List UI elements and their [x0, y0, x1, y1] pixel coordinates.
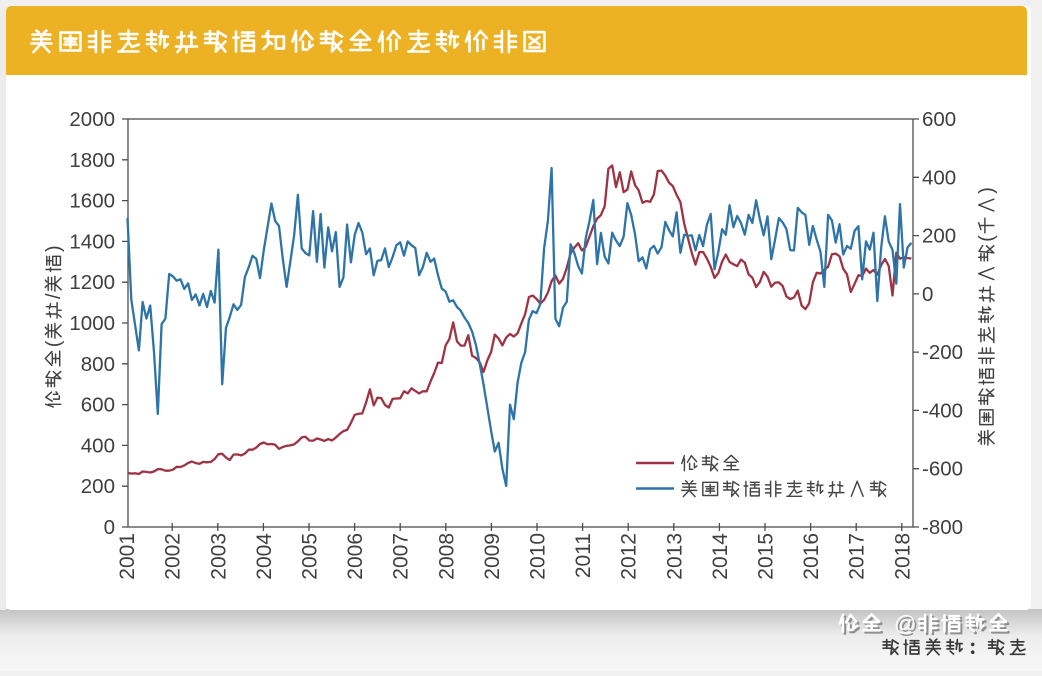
svg-text:2013: 2013	[663, 533, 686, 580]
svg-text:@: @	[894, 611, 916, 636]
svg-text:(: (	[43, 340, 65, 347]
svg-text:2010: 2010	[527, 533, 550, 580]
svg-text:2012: 2012	[618, 533, 641, 580]
svg-text:2008: 2008	[435, 533, 458, 580]
svg-text:800: 800	[81, 353, 115, 376]
svg-text:-800: -800	[922, 516, 963, 539]
svg-text:2005: 2005	[299, 533, 322, 580]
svg-text:600: 600	[922, 108, 956, 131]
svg-text:2009: 2009	[481, 533, 504, 580]
svg-text:1400: 1400	[69, 230, 115, 253]
svg-text:1800: 1800	[69, 149, 115, 172]
svg-text:): )	[43, 245, 65, 252]
svg-text:1000: 1000	[69, 312, 115, 335]
svg-text:(: (	[976, 235, 998, 242]
svg-text:-200: -200	[922, 341, 963, 364]
svg-text:2017: 2017	[846, 533, 869, 580]
svg-text:2018: 2018	[891, 533, 914, 580]
svg-text:2003: 2003	[207, 533, 230, 580]
svg-text:400: 400	[81, 434, 115, 457]
svg-text:2000: 2000	[69, 108, 115, 131]
svg-text:1600: 1600	[69, 190, 115, 213]
svg-text:200: 200	[81, 475, 115, 498]
svg-text:): )	[976, 187, 998, 194]
svg-text:2014: 2014	[709, 533, 732, 580]
svg-text:2001: 2001	[116, 533, 139, 580]
svg-text:-400: -400	[922, 399, 963, 422]
svg-text:2016: 2016	[800, 533, 823, 580]
svg-text:2006: 2006	[344, 533, 367, 580]
svg-text:@: @	[896, 613, 918, 638]
svg-text:-600: -600	[922, 458, 963, 481]
svg-text:600: 600	[81, 394, 115, 417]
svg-text:2002: 2002	[162, 533, 185, 580]
svg-text:0: 0	[104, 516, 115, 539]
svg-text:/: /	[43, 293, 65, 299]
svg-text:400: 400	[922, 166, 956, 189]
svg-text:1200: 1200	[69, 271, 115, 294]
svg-text:2004: 2004	[253, 533, 276, 580]
svg-text:2015: 2015	[755, 533, 778, 580]
svg-text:2007: 2007	[390, 533, 413, 580]
svg-text:2011: 2011	[572, 533, 595, 578]
svg-text:200: 200	[922, 225, 956, 248]
svg-text:0: 0	[922, 283, 933, 306]
